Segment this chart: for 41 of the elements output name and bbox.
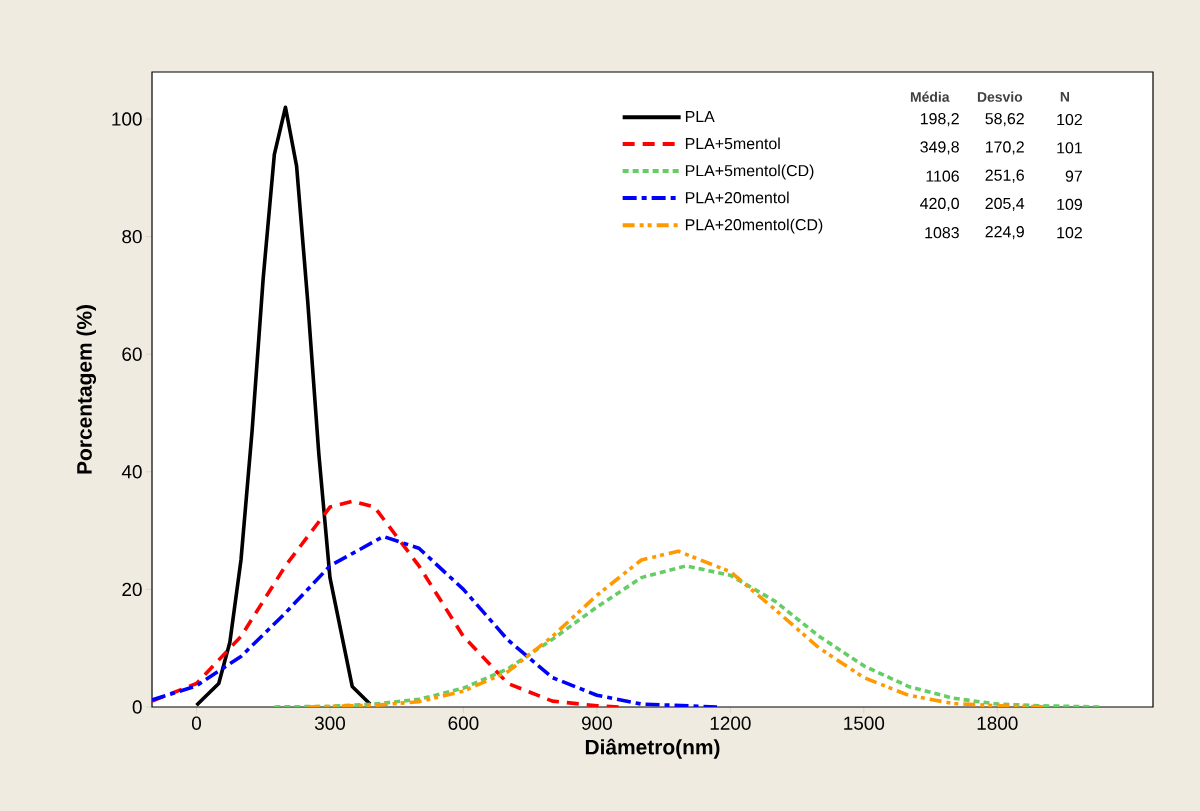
annotation: 109: [1057, 198, 1082, 211]
annotation: 170,2: [985, 141, 1024, 155]
annotation: 251,6: [985, 169, 1024, 183]
legend-label: PLA: [685, 111, 715, 123]
annotation: 198,2: [920, 113, 959, 127]
y-tick-label: 80: [122, 229, 142, 244]
annotation: 349,8: [920, 141, 959, 155]
annotation: 58,62: [985, 113, 1024, 127]
x-tick-label: 0: [191, 716, 202, 730]
legend-label: PLA+20mentol: [685, 191, 789, 204]
x-tick-label: 300: [314, 716, 345, 730]
annotation: Média: [910, 91, 950, 102]
annotation: N: [1060, 91, 1070, 102]
x-tick-label: 1800: [977, 716, 1018, 730]
legend-label: PLA+5mentol(CD): [685, 164, 814, 180]
x-tick-label: 1500: [844, 716, 885, 730]
line-series: [152, 534, 719, 707]
annotation: 420,0: [920, 197, 959, 211]
legend-label: PLA+5mentol: [685, 137, 780, 150]
x-tick-label: 600: [448, 716, 479, 730]
y-tick-label: 0: [132, 700, 142, 714]
annotation: Desvio: [977, 91, 1023, 102]
line-series: [272, 564, 1102, 707]
x-axis-title: Diâmetro(nm): [585, 738, 720, 759]
annotation: 1083: [925, 227, 959, 239]
x-tick-label: 900: [581, 716, 612, 730]
annotation: 1106: [926, 170, 959, 182]
annotation: 97: [1065, 170, 1082, 182]
annotation: 102: [1057, 113, 1082, 126]
annotation: 102: [1057, 227, 1082, 239]
annotation: 101: [1057, 142, 1082, 154]
y-axis-title: Porcentagem (%): [76, 305, 97, 474]
y-tick-label: 100: [112, 112, 142, 126]
legend-label: PLA+20mentol(CD): [685, 218, 823, 234]
annotation: 205,4: [985, 197, 1025, 211]
y-tick-label: 40: [121, 465, 142, 479]
y-tick-label: 20: [122, 582, 142, 597]
y-tick-label: 60: [122, 347, 142, 361]
line-series: [152, 499, 621, 707]
x-tick-label: 1200: [710, 716, 751, 730]
annotation: 224,9: [985, 226, 1024, 240]
